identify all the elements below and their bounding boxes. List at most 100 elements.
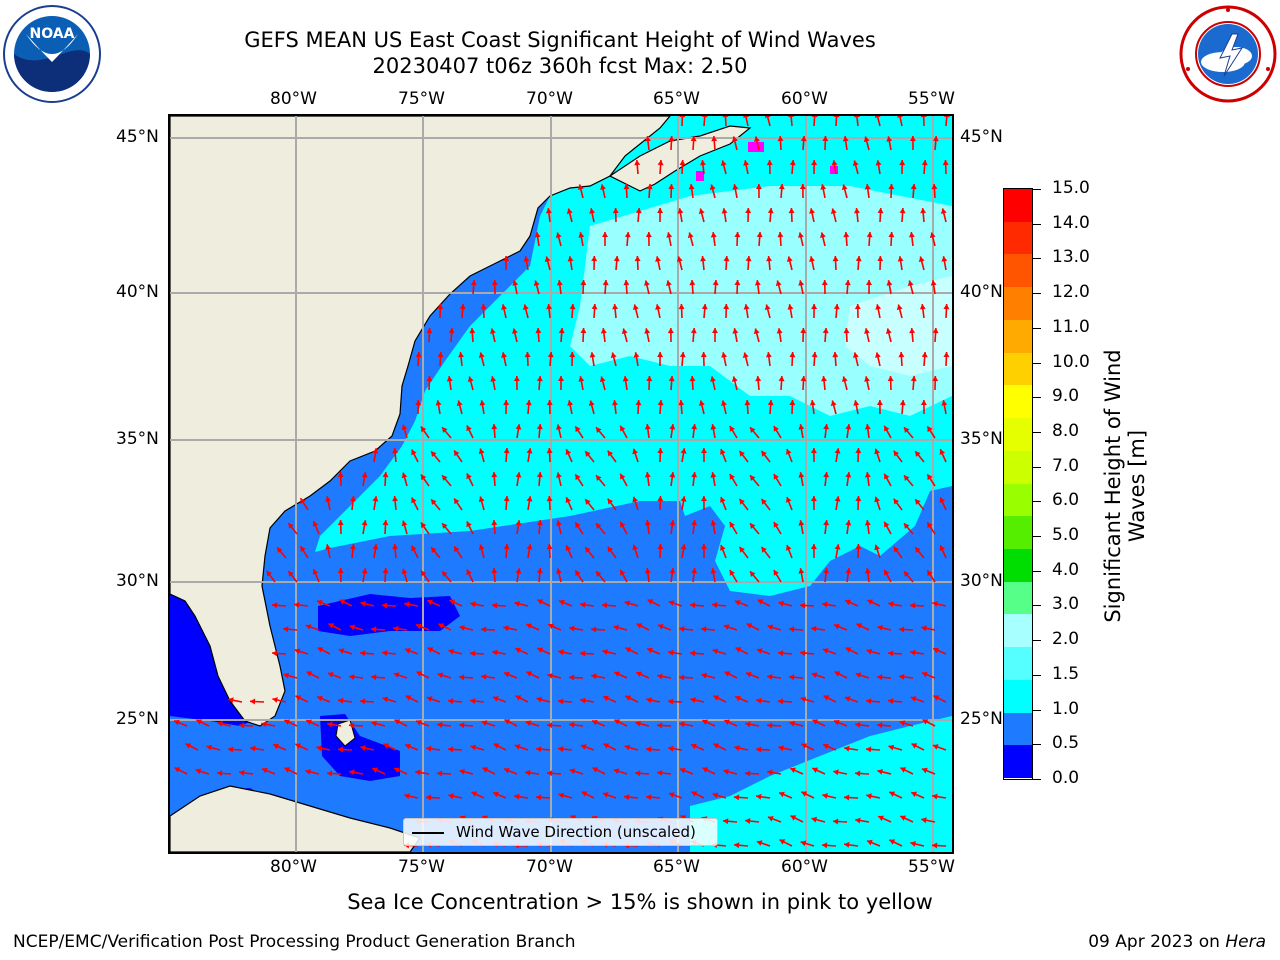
wave-arrow-head	[632, 304, 639, 310]
colorbar-tick-label: 1.0	[1052, 698, 1080, 719]
wave-arrow-head	[698, 400, 705, 406]
wave-arrow-head	[382, 472, 389, 478]
wave-arrow-head	[491, 424, 498, 430]
wave-arrow-head	[591, 256, 598, 262]
wave-arrow-head	[753, 328, 760, 335]
colorbar-segment	[1004, 189, 1032, 223]
wave-arrow-head	[855, 721, 861, 728]
wave-arrow-head	[899, 400, 906, 406]
wave-arrow-head	[897, 256, 904, 262]
wave-arrow-head	[787, 304, 794, 310]
wave-arrow-head	[713, 743, 720, 749]
wave-arrow-head	[773, 570, 779, 576]
wave-arrow-head	[668, 376, 675, 382]
wave-arrow-head	[809, 208, 815, 214]
wave-arrow-head	[711, 136, 718, 142]
wave-arrow-head	[565, 497, 572, 503]
wave-arrow-head	[761, 498, 767, 505]
wave-arrow-head	[416, 623, 422, 630]
wave-arrow-head	[679, 352, 686, 358]
wave-arrow-head	[877, 208, 884, 214]
wave-arrow-head	[481, 673, 487, 680]
wave-arrow-head	[657, 544, 664, 550]
wave-arrow-head	[360, 698, 366, 705]
wave-arrow-head	[798, 472, 805, 478]
wave-arrow-head	[515, 695, 522, 701]
wave-arrow-head	[745, 256, 752, 262]
wave-arrow-head	[910, 649, 916, 656]
wave-arrow-head	[904, 523, 910, 529]
wave-arrow-head	[569, 674, 575, 681]
wave-arrow-head	[933, 695, 940, 701]
wave-arrow-head	[415, 720, 422, 726]
wave-arrow-head	[702, 767, 709, 773]
wave-arrow-head	[779, 791, 785, 798]
wave-arrow-head	[442, 523, 448, 529]
wave-arrow-head	[729, 522, 735, 528]
wave-arrow-head	[360, 600, 366, 607]
wave-arrow-head	[941, 400, 948, 406]
wave-arrow-head	[437, 722, 443, 728]
wave-arrow-head	[491, 568, 498, 574]
wave-arrow-head	[798, 280, 805, 286]
wave-arrow-head	[732, 184, 739, 190]
wave-arrow-head	[921, 625, 927, 632]
wave-arrow-head	[624, 744, 631, 751]
wave-arrow-head	[401, 568, 408, 575]
wave-arrow-head	[602, 792, 609, 798]
wave-arrow-head	[680, 815, 687, 821]
wave-arrow-head	[822, 601, 828, 608]
wave-arrow-head	[777, 136, 784, 142]
wave-arrow-head	[288, 571, 294, 577]
wave-arrow-head	[459, 768, 465, 775]
wave-arrow-head	[844, 280, 851, 286]
colorbar-tick-mark	[1033, 744, 1041, 746]
wave-arrow-head	[712, 280, 719, 286]
wave-arrow-head	[437, 672, 444, 679]
wave-arrow-head	[228, 697, 234, 704]
wave-arrow-head	[735, 695, 741, 702]
wave-arrow-head	[798, 232, 804, 238]
wave-arrow-head	[612, 400, 618, 406]
wave-arrow-head	[677, 208, 684, 214]
sea-ice-patch	[830, 166, 838, 174]
wave-arrow-head	[750, 523, 756, 529]
wave-arrow-head	[558, 376, 564, 381]
wave-arrow-head	[884, 569, 890, 576]
wave-arrow-head	[536, 794, 542, 801]
wave-arrow-head	[478, 496, 485, 503]
wave-arrow-head	[478, 352, 485, 358]
wave-arrow-head	[536, 696, 543, 703]
wave-arrow-head	[757, 599, 764, 605]
wave-arrow-head	[547, 352, 554, 358]
wave-arrow-head	[337, 472, 344, 478]
wave-arrow-head	[634, 256, 641, 262]
wave-arrow-head	[729, 426, 735, 432]
wave-arrow-head	[515, 472, 522, 478]
wave-arrow-head	[852, 160, 859, 167]
wave-arrow-head	[668, 649, 674, 656]
wave-arrow-head	[844, 794, 850, 801]
wave-arrow-head	[790, 815, 797, 821]
wave-arrow-head	[918, 256, 925, 263]
wave-arrow-head	[632, 496, 638, 503]
wave-arrow-head	[569, 352, 576, 358]
wave-arrow-head	[915, 499, 921, 505]
wave-arrow-head	[820, 232, 826, 238]
wave-arrow-head	[415, 352, 422, 358]
colorbar-segment	[1004, 548, 1032, 583]
wave-arrow-head	[764, 304, 771, 311]
wave-arrow-head	[206, 744, 213, 751]
wave-arrow-head	[877, 256, 884, 262]
wave-arrow-head	[635, 208, 642, 214]
wave-arrow-head	[833, 116, 840, 118]
wave-arrow-head	[466, 569, 472, 576]
wave-arrow-head	[750, 475, 756, 481]
wave-arrow-head	[294, 602, 300, 608]
wave-arrow-head	[666, 280, 672, 286]
wave-arrow-head	[910, 696, 917, 702]
wave-arrow-head	[700, 256, 706, 262]
wave-arrow-head	[785, 449, 792, 455]
wave-arrow-head	[546, 400, 553, 406]
wave-arrow-head	[831, 160, 838, 166]
